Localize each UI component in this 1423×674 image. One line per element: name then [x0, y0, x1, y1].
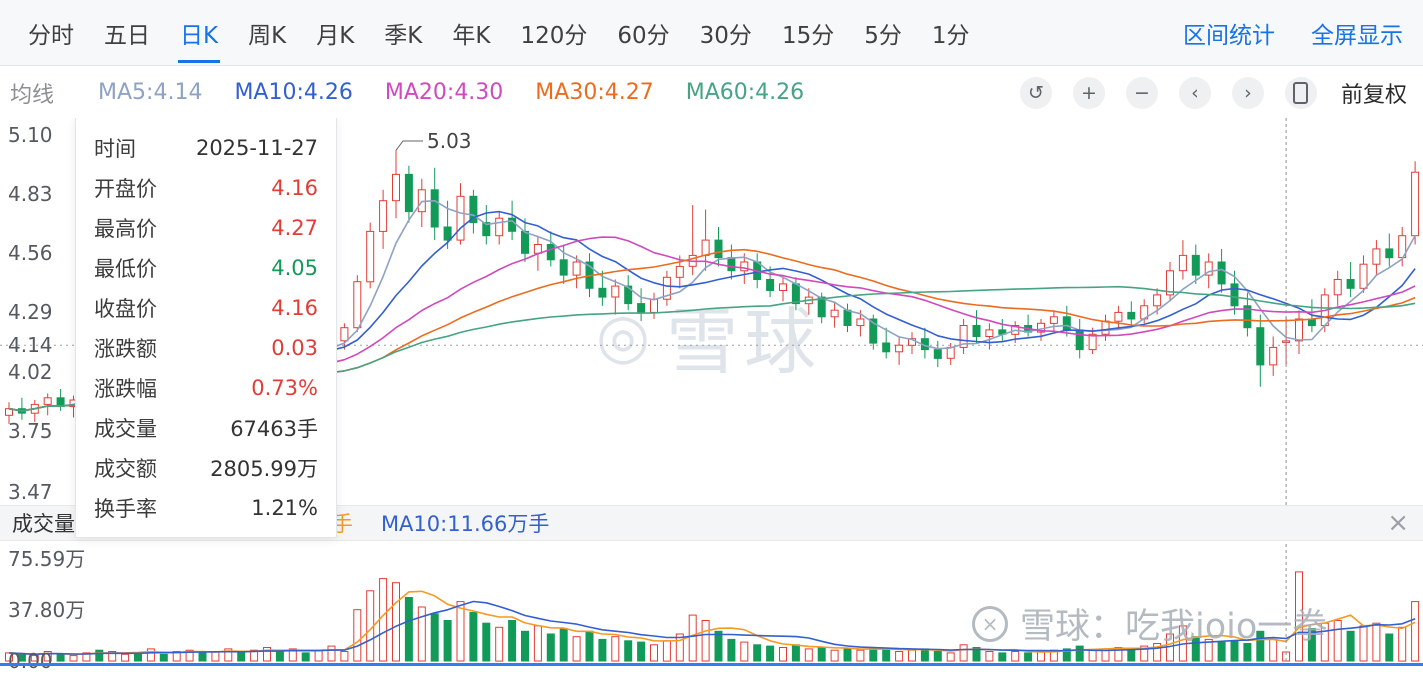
tooltip-row: 涨跌幅 0.73%	[94, 368, 318, 408]
tab-yearly-k[interactable]: 年K	[452, 22, 491, 49]
tooltip-value: 4.16	[271, 296, 318, 320]
tooltip-label: 涨跌额	[94, 337, 157, 361]
tooltip-label: 时间	[94, 137, 136, 161]
zoom-out-icon[interactable]: −	[1125, 76, 1158, 109]
axis-label: 4.14	[8, 333, 53, 357]
tooltip-row: 开盘价 4.16	[94, 168, 318, 208]
tab-weekly-k[interactable]: 周K	[248, 22, 287, 49]
candle-tooltip: 时间 2025-11-27 开盘价 4.16 最高价 4.27 最低价 4.05 收盘价 4.16…	[75, 117, 337, 538]
tooltip-label: 成交额	[94, 457, 157, 481]
ma-legend-item-1: MA10:4.26	[234, 80, 353, 105]
high-price-annotation: 5.03	[427, 129, 472, 153]
tooltip-label: 最低价	[94, 257, 157, 281]
range-statistics-link[interactable]: 区间统计	[1183, 22, 1275, 49]
tooltip-row: 换手率 1.21%	[94, 488, 318, 528]
tooltip-row: 成交量 67463手	[94, 408, 318, 448]
axis-label: 3.75	[8, 419, 53, 443]
tooltip-label: 换手率	[94, 497, 157, 521]
tooltip-row: 最高价 4.27	[94, 208, 318, 248]
tab-daily-k[interactable]: 日K	[177, 0, 221, 66]
tab-1min[interactable]: 1分	[931, 22, 970, 49]
tab-5min[interactable]: 5分	[864, 22, 902, 49]
tab-30min[interactable]: 30分	[699, 22, 752, 49]
ma-legend-items: MA5:4.14 MA10:4.26 MA20:4.30 MA30:4.27 MA60:…	[98, 80, 836, 105]
chart-toolbar: ↺ + − ‹ ›	[1019, 76, 1317, 109]
pan-left-icon[interactable]: ‹	[1178, 76, 1211, 109]
axis-label: 0.00	[8, 649, 53, 673]
tab-15min[interactable]: 15分	[781, 22, 835, 49]
axis-label: 4.29	[8, 300, 53, 324]
tab-120min[interactable]: 120分	[520, 22, 588, 49]
ma-legend-title: 均线	[10, 82, 55, 108]
tooltip-label: 成交量	[94, 417, 157, 441]
tooltip-label: 开盘价	[94, 177, 157, 201]
axis-label: 4.83	[8, 182, 53, 206]
tooltip-row: 收盘价 4.16	[94, 288, 318, 328]
axis-label: 5.10	[8, 123, 53, 147]
undo-icon[interactable]: ↺	[1019, 76, 1052, 109]
tooltip-value: 4.27	[271, 216, 318, 240]
adjust-mode-button[interactable]: 前复权	[1340, 82, 1407, 108]
tab-60min[interactable]: 60分	[617, 22, 670, 49]
ma-legend-item-0: MA5:4.14	[98, 80, 203, 105]
tooltip-value: 2805.99万	[210, 457, 318, 481]
timeline-bar[interactable]	[0, 663, 1423, 666]
tooltip-row: 涨跌额 0.03	[94, 328, 318, 368]
tab-monthly-k[interactable]: 月K	[316, 22, 355, 49]
axis-label: 75.59万	[8, 547, 86, 571]
tab-quarterly-k[interactable]: 季K	[384, 22, 423, 49]
ma-legend-bar: 均线 MA5:4.14 MA10:4.26 MA20:4.30 MA30:4.27 MA…	[0, 67, 1423, 118]
axis-label: 4.56	[8, 241, 53, 265]
tooltip-value: 1.21%	[251, 496, 318, 520]
ma-legend-item-3: MA30:4.27	[535, 80, 654, 105]
tooltip-row: 最低价 4.05	[94, 248, 318, 288]
tooltip-label: 收盘价	[94, 297, 157, 321]
tooltip-value: 4.05	[271, 256, 318, 280]
axis-label: 4.02	[8, 360, 53, 384]
axis-label: 37.80万	[8, 598, 86, 622]
ma-legend-item-2: MA20:4.30	[384, 80, 504, 105]
tabbar-links: 区间统计 全屏显示	[1147, 16, 1403, 50]
period-tabs: 分时 五日 日K 周K 月K 季K 年K 120分 60分 30分 15分 5分 1分	[28, 0, 1000, 66]
pan-right-icon[interactable]: ›	[1231, 76, 1264, 109]
tooltip-label: 涨跌幅	[94, 377, 157, 401]
mobile-icon[interactable]	[1284, 76, 1317, 109]
tab-5day[interactable]: 五日	[104, 22, 150, 49]
tooltip-value: 0.03	[271, 336, 318, 360]
mobile-icon	[1293, 81, 1309, 104]
tooltip-label: 最高价	[94, 217, 157, 241]
tooltip-value: 0.73%	[251, 376, 318, 400]
tooltip-value: 2025-11-27	[195, 136, 318, 160]
axis-label: 3.47	[8, 480, 53, 504]
tooltip-row: 成交额 2805.99万	[94, 448, 318, 488]
zoom-in-icon[interactable]: +	[1072, 76, 1105, 109]
ma-legend-item-4: MA60:4.26	[685, 80, 805, 105]
tab-minute[interactable]: 分时	[28, 22, 74, 49]
tooltip-row: 时间 2025-11-27	[94, 128, 318, 168]
period-tabbar: 分时 五日 日K 周K 月K 季K 年K 120分 60分 30分 15分 5分 1分 区间统计 全屏显示	[0, 0, 1423, 66]
tooltip-value: 67463手	[230, 417, 318, 441]
close-volume-pane-icon[interactable]: ×	[1387, 508, 1409, 538]
fullscreen-link[interactable]: 全屏显示	[1311, 22, 1403, 49]
tooltip-value: 4.16	[271, 176, 318, 200]
volume-ma10-label: MA10:11.66万手	[380, 512, 550, 536]
